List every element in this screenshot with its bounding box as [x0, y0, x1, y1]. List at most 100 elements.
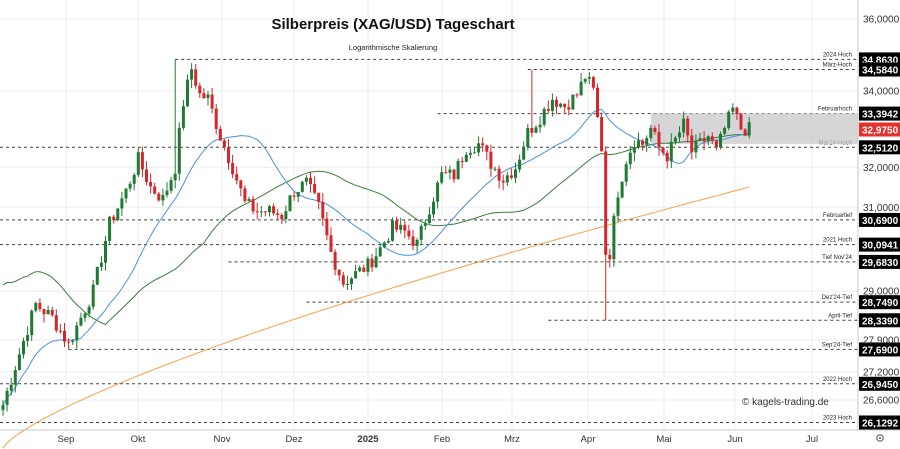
candle-body	[42, 308, 46, 315]
candle-body	[505, 175, 509, 183]
candle	[67, 338, 71, 350]
candle	[522, 141, 526, 161]
settings-gear-icon[interactable]	[876, 434, 884, 442]
candle-body	[206, 94, 210, 99]
level-name: 2022 Hoch	[823, 377, 852, 383]
candle	[632, 140, 636, 162]
candle	[124, 188, 128, 204]
candle-body	[669, 141, 673, 162]
candle-body	[136, 152, 140, 175]
candle	[358, 265, 362, 273]
candle-body	[231, 163, 235, 175]
x-tick-label: Nov	[214, 434, 231, 445]
level-price-badge	[859, 295, 900, 310]
candle-body	[325, 218, 329, 236]
candle	[604, 146, 608, 321]
candle	[231, 154, 235, 179]
y-tick-label: 26,6000	[863, 396, 900, 407]
candle-body	[120, 198, 124, 209]
candle	[17, 348, 21, 371]
candle	[407, 224, 411, 240]
candle-body	[411, 236, 415, 246]
candle-body	[600, 116, 604, 152]
candle-body	[559, 103, 563, 107]
candle-body	[17, 354, 21, 371]
level-price-badge	[859, 140, 900, 155]
candle	[444, 165, 448, 174]
candle-body	[645, 138, 649, 145]
candle	[116, 208, 120, 222]
candle-body	[54, 315, 58, 331]
candle-body	[186, 79, 189, 107]
y-tick-label: 27,9000	[863, 335, 900, 346]
candle	[292, 191, 296, 201]
sma50-line	[2, 134, 750, 325]
candle-body	[157, 193, 161, 201]
x-tick-label: Jun	[727, 434, 742, 445]
candle	[46, 305, 50, 315]
level-price-label: 30,6900	[862, 216, 899, 227]
candle-body	[132, 174, 136, 184]
candle-body	[222, 140, 226, 148]
candle	[83, 312, 87, 323]
candle	[153, 182, 157, 195]
candle-body	[272, 206, 276, 214]
candle-body	[473, 152, 476, 154]
candle-body	[464, 154, 468, 162]
candle-body	[173, 173, 177, 181]
candle	[30, 309, 34, 342]
candle	[99, 256, 103, 271]
candle	[235, 166, 239, 185]
candle	[104, 236, 107, 271]
candle	[95, 266, 99, 286]
candle	[579, 73, 583, 96]
candle	[665, 150, 669, 169]
candle	[538, 116, 542, 133]
candle-body	[657, 132, 661, 148]
candle	[649, 124, 653, 142]
candle-body	[555, 99, 558, 107]
candle	[591, 76, 595, 90]
candle-body	[550, 99, 554, 111]
candle	[440, 166, 444, 185]
y-tick-label: 27,2000	[863, 367, 900, 378]
candle-body	[604, 151, 608, 255]
level-price-label: 29,6830	[862, 258, 899, 269]
level-name: Sep'24-Tief	[822, 342, 853, 348]
candle-body	[501, 180, 505, 183]
candle	[350, 277, 353, 291]
candle-body	[50, 309, 54, 316]
candle-body	[26, 335, 30, 341]
candle	[456, 158, 460, 180]
candle-body	[99, 262, 103, 267]
candle	[743, 128, 747, 137]
level-name: Februartief	[823, 213, 852, 219]
candle	[739, 112, 743, 131]
candle-body	[530, 127, 534, 133]
candle	[13, 366, 17, 393]
candle	[485, 144, 489, 161]
watermark: © kagels-trading.de	[742, 397, 829, 408]
candle-body	[731, 107, 735, 112]
candle-body	[403, 224, 407, 231]
candle	[296, 191, 300, 203]
level-price-badge	[859, 106, 900, 121]
candle	[612, 213, 616, 267]
candle	[563, 103, 567, 114]
candle	[415, 237, 419, 253]
candle	[448, 165, 452, 180]
level-price-badge	[859, 254, 900, 269]
candle-body	[34, 302, 38, 311]
x-tick-label: Feb	[434, 434, 450, 445]
candle-body	[620, 181, 624, 198]
candle	[620, 181, 624, 199]
candle-body	[280, 214, 284, 219]
candle	[567, 99, 571, 116]
candle-body	[596, 87, 599, 117]
level-name: 2023 Hoch	[823, 415, 852, 421]
candle-body	[432, 201, 435, 215]
candle	[317, 192, 321, 210]
candle-body	[210, 94, 214, 109]
candle	[616, 191, 620, 223]
candle	[255, 202, 259, 220]
